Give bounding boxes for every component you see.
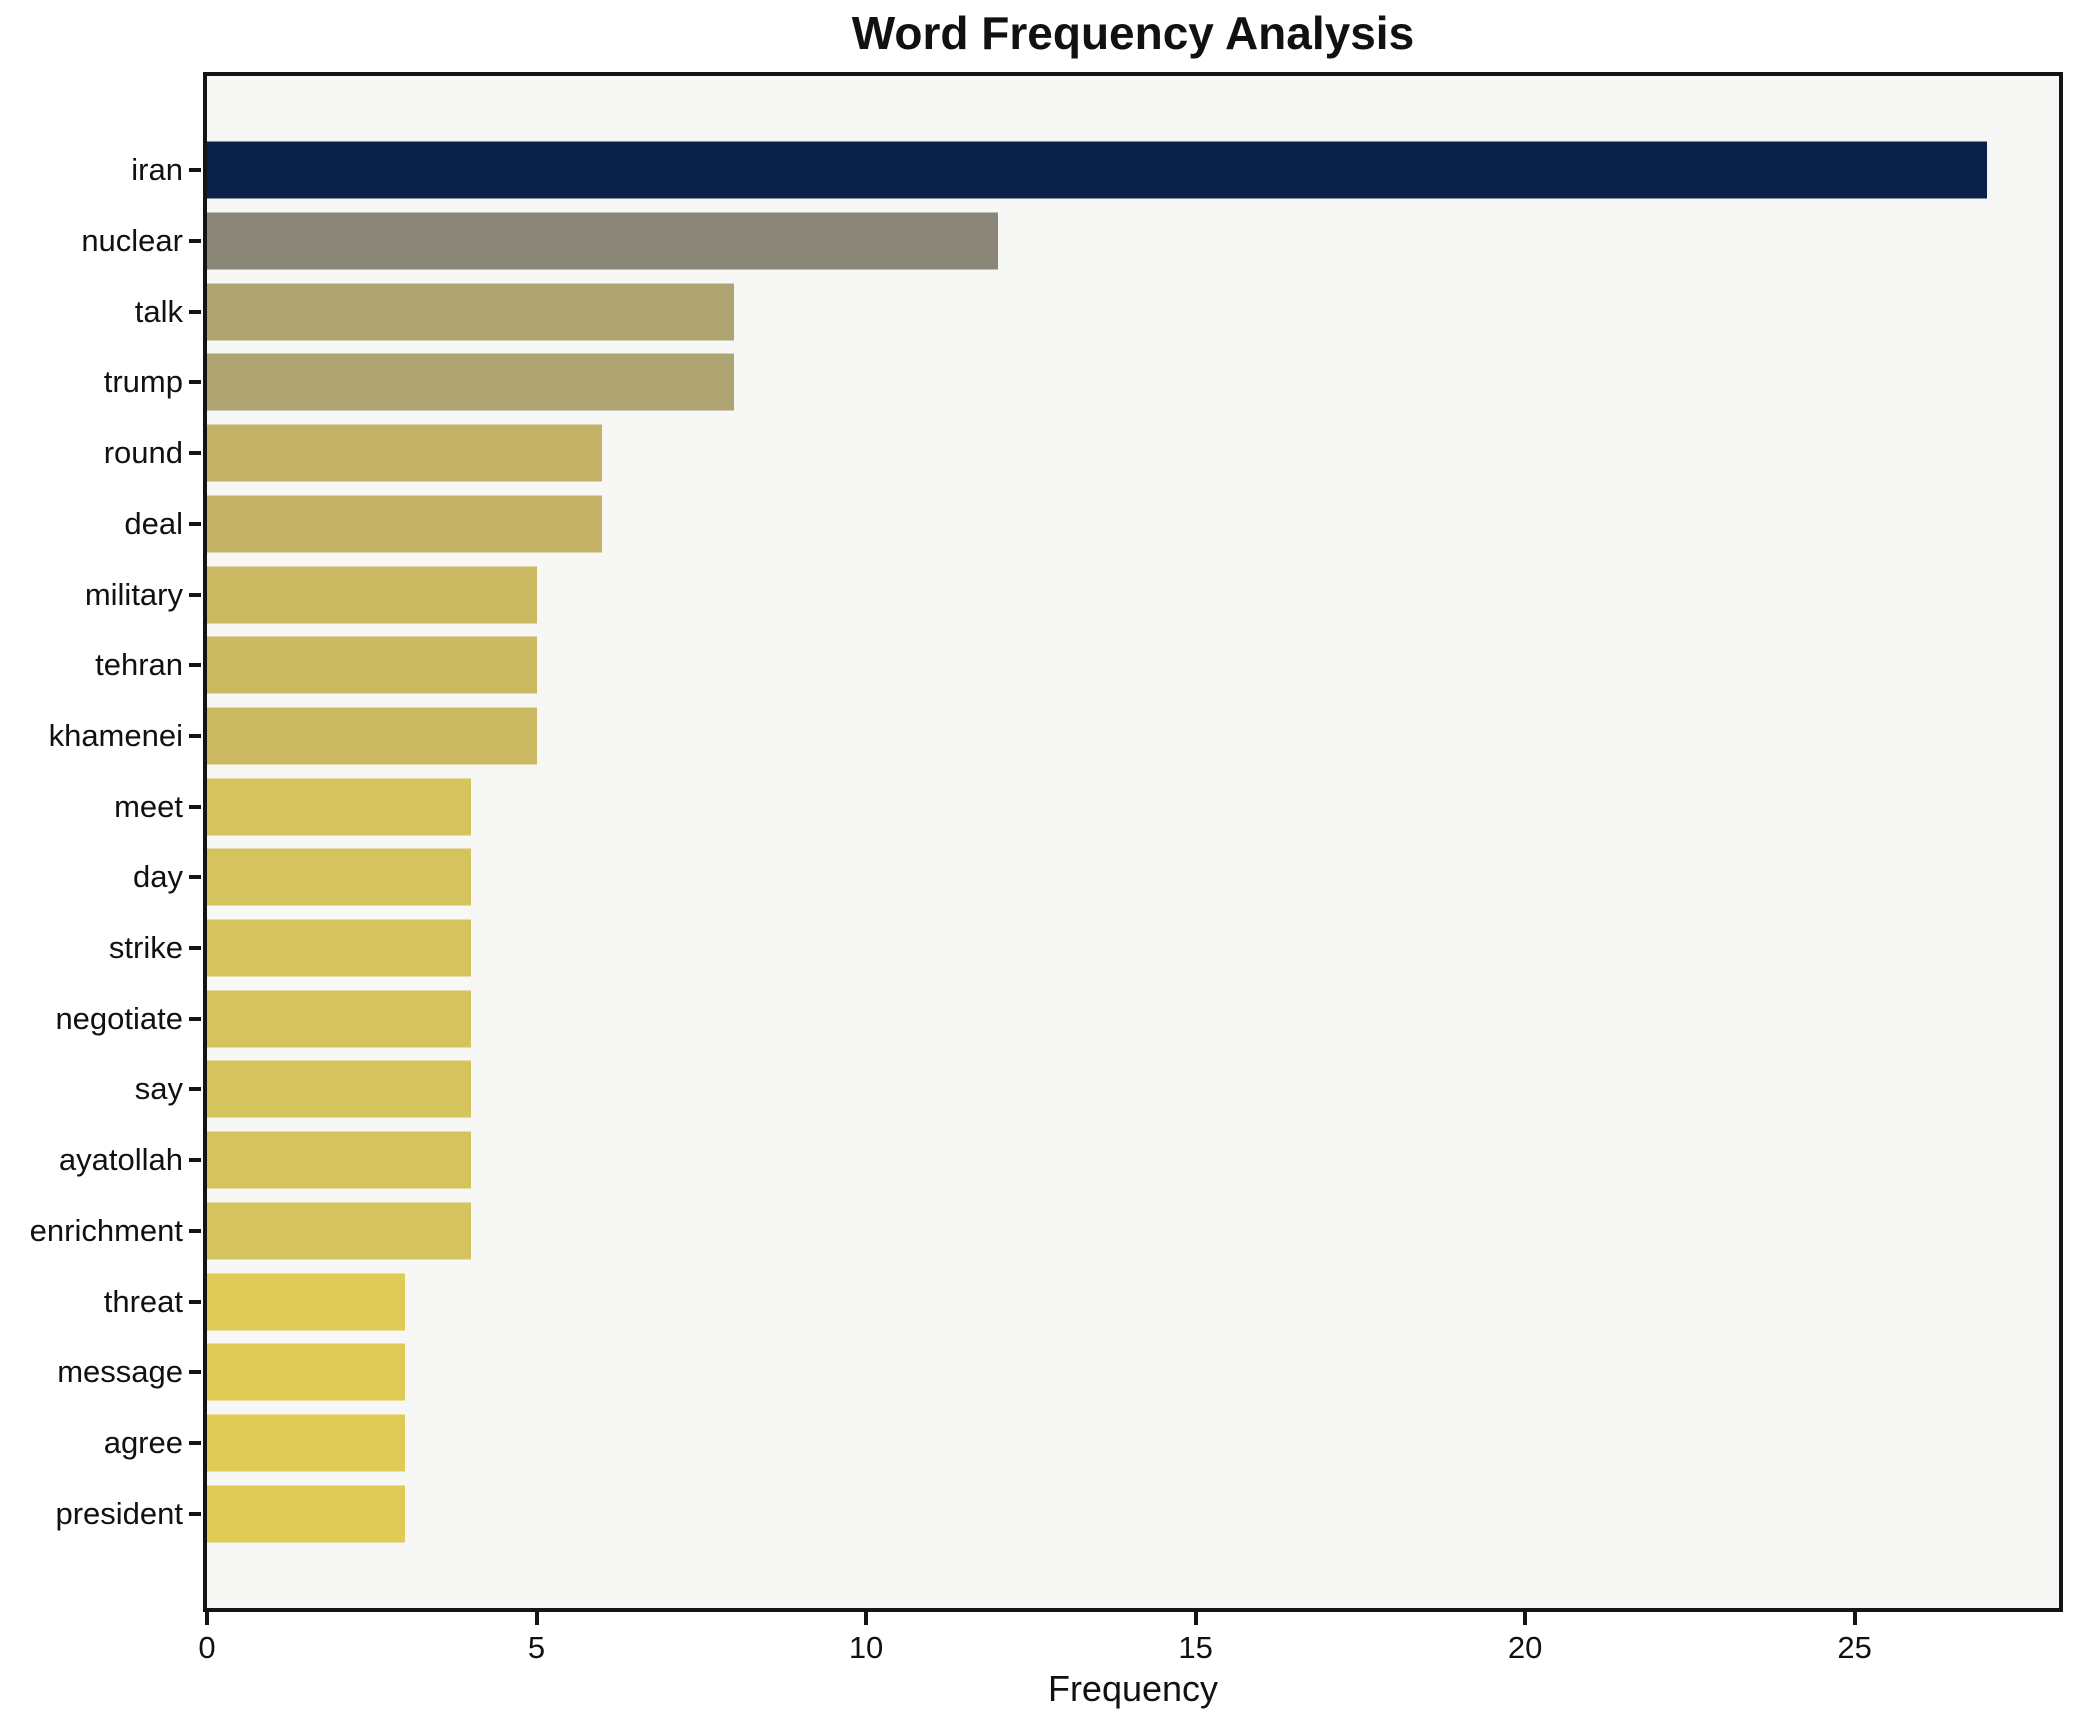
bar-day (207, 848, 471, 906)
y-tick-mark (189, 380, 201, 385)
y-tick-mark (189, 1441, 201, 1445)
x-tick-mark (534, 1612, 539, 1625)
y-tick-mark (189, 663, 201, 668)
bar-enrichment (207, 1202, 471, 1260)
bar-deal (207, 495, 603, 553)
bar-message (207, 1343, 405, 1401)
y-tick-mark (189, 1511, 201, 1516)
y-tick-mark (189, 1158, 201, 1163)
y-tick-mark (189, 804, 201, 809)
bar-row-agree: agree (104, 1408, 2059, 1479)
bar-president (207, 1485, 405, 1543)
y-tick-label-nuclear: nuclear (81, 223, 183, 259)
bar-row-talk: talk (135, 276, 2059, 347)
x-tick-label-15: 15 (1178, 1630, 1213, 1665)
y-tick-mark (189, 1016, 201, 1021)
bar-nuclear (207, 212, 998, 270)
y-tick-mark (189, 1299, 201, 1304)
y-tick-label-talk: talk (134, 293, 183, 329)
bar-row-strike: strike (109, 913, 2059, 984)
bar-say (207, 1060, 471, 1118)
bar-row-day: day (133, 842, 2059, 913)
bar-trump (207, 353, 735, 411)
y-tick-label-enrichment: enrichment (29, 1212, 183, 1248)
x-tick-label-10: 10 (848, 1630, 884, 1665)
y-tick-label-president: president (55, 1495, 183, 1531)
bar-tehran (207, 636, 537, 694)
x-axis: 0 5 10 15 20 25 (198, 1612, 2059, 1672)
bar-military (207, 566, 537, 624)
bar-row-military: military (85, 559, 2059, 630)
y-tick-label-strike: strike (108, 930, 183, 966)
x-tick-mark (1852, 1612, 1857, 1625)
bar-threat (207, 1273, 405, 1331)
bar-row-iran: iran (131, 135, 2059, 206)
bar-talk (207, 283, 735, 341)
y-tick-mark (189, 592, 201, 597)
bar-ayatollah (207, 1131, 471, 1189)
y-tick-label-military: military (84, 576, 183, 612)
x-tick-label-25: 25 (1837, 1630, 1872, 1665)
y-tick-label-khamenei: khamenei (48, 717, 183, 753)
bar-row-round: round (104, 418, 2059, 489)
y-tick-label-meet: meet (114, 788, 183, 824)
y-tick-label-say: say (134, 1071, 183, 1107)
y-tick-label-deal: deal (124, 505, 183, 541)
x-tick-mark (205, 1612, 209, 1625)
bar-row-khamenei: khamenei (49, 701, 2059, 772)
y-tick-mark (189, 875, 201, 880)
y-tick-mark (189, 309, 201, 314)
x-tick-label-5: 5 (527, 1630, 546, 1665)
x-axis-label: Frequency (1047, 1668, 1219, 1709)
plot-area: iran nuclear talk trump round deal military teh… (30, 72, 2063, 1612)
y-tick-label-threat: threat (103, 1283, 183, 1319)
y-tick-label-trump: trump (103, 364, 183, 400)
bar-row-tehran: tehran (95, 630, 2059, 701)
bar-row-message: message (57, 1337, 2059, 1408)
y-tick-label-iran: iran (131, 152, 183, 188)
y-tick-label-round: round (103, 435, 183, 471)
bar-iran (207, 141, 1987, 199)
bar-row-threat: threat (104, 1266, 2059, 1337)
x-tick-mark (1523, 1612, 1528, 1625)
y-tick-label-negotiate: negotiate (55, 1000, 183, 1036)
y-tick-mark (189, 1228, 201, 1233)
bar-khamenei (207, 707, 537, 765)
x-tick-label-20: 20 (1507, 1630, 1543, 1665)
y-tick-label-message: message (57, 1354, 183, 1390)
bar-row-meet: meet (114, 771, 2059, 842)
y-tick-mark (189, 451, 201, 456)
y-tick-mark (189, 239, 201, 244)
y-tick-label-day: day (133, 859, 183, 895)
bar-agree (207, 1414, 405, 1472)
bar-row-enrichment: enrichment (30, 1196, 2059, 1267)
x-tick-mark (1193, 1612, 1198, 1625)
bar-row-ayatollah: ayatollah (59, 1125, 2059, 1196)
y-tick-mark (189, 1087, 201, 1092)
y-tick-mark (189, 733, 201, 738)
y-tick-mark (189, 1370, 201, 1375)
bar-round (207, 424, 603, 482)
y-tick-mark (189, 168, 201, 173)
bar-row-president: president (55, 1478, 2059, 1549)
y-tick-mark (189, 521, 201, 526)
bar-row-deal: deal (124, 489, 2059, 560)
bar-rows: iran nuclear talk trump round deal military teh… (30, 76, 2059, 1608)
y-tick-mark (189, 946, 201, 951)
y-tick-label-tehran: tehran (95, 647, 183, 683)
bar-row-negotiate: negotiate (55, 983, 2059, 1054)
bar-row-say: say (135, 1054, 2059, 1125)
bar-row-trump: trump (104, 347, 2059, 418)
y-tick-label-agree: agree (103, 1425, 183, 1460)
x-tick-mark (864, 1612, 869, 1625)
bar-negotiate (207, 990, 471, 1048)
bar-strike (207, 919, 471, 977)
chart-title: Word Frequency Analysis (851, 7, 1415, 59)
x-tick-label-0: 0 (198, 1630, 216, 1665)
y-tick-label-ayatollah: ayatollah (58, 1142, 183, 1178)
bar-row-nuclear: nuclear (81, 206, 2059, 277)
bar-meet (207, 778, 471, 836)
